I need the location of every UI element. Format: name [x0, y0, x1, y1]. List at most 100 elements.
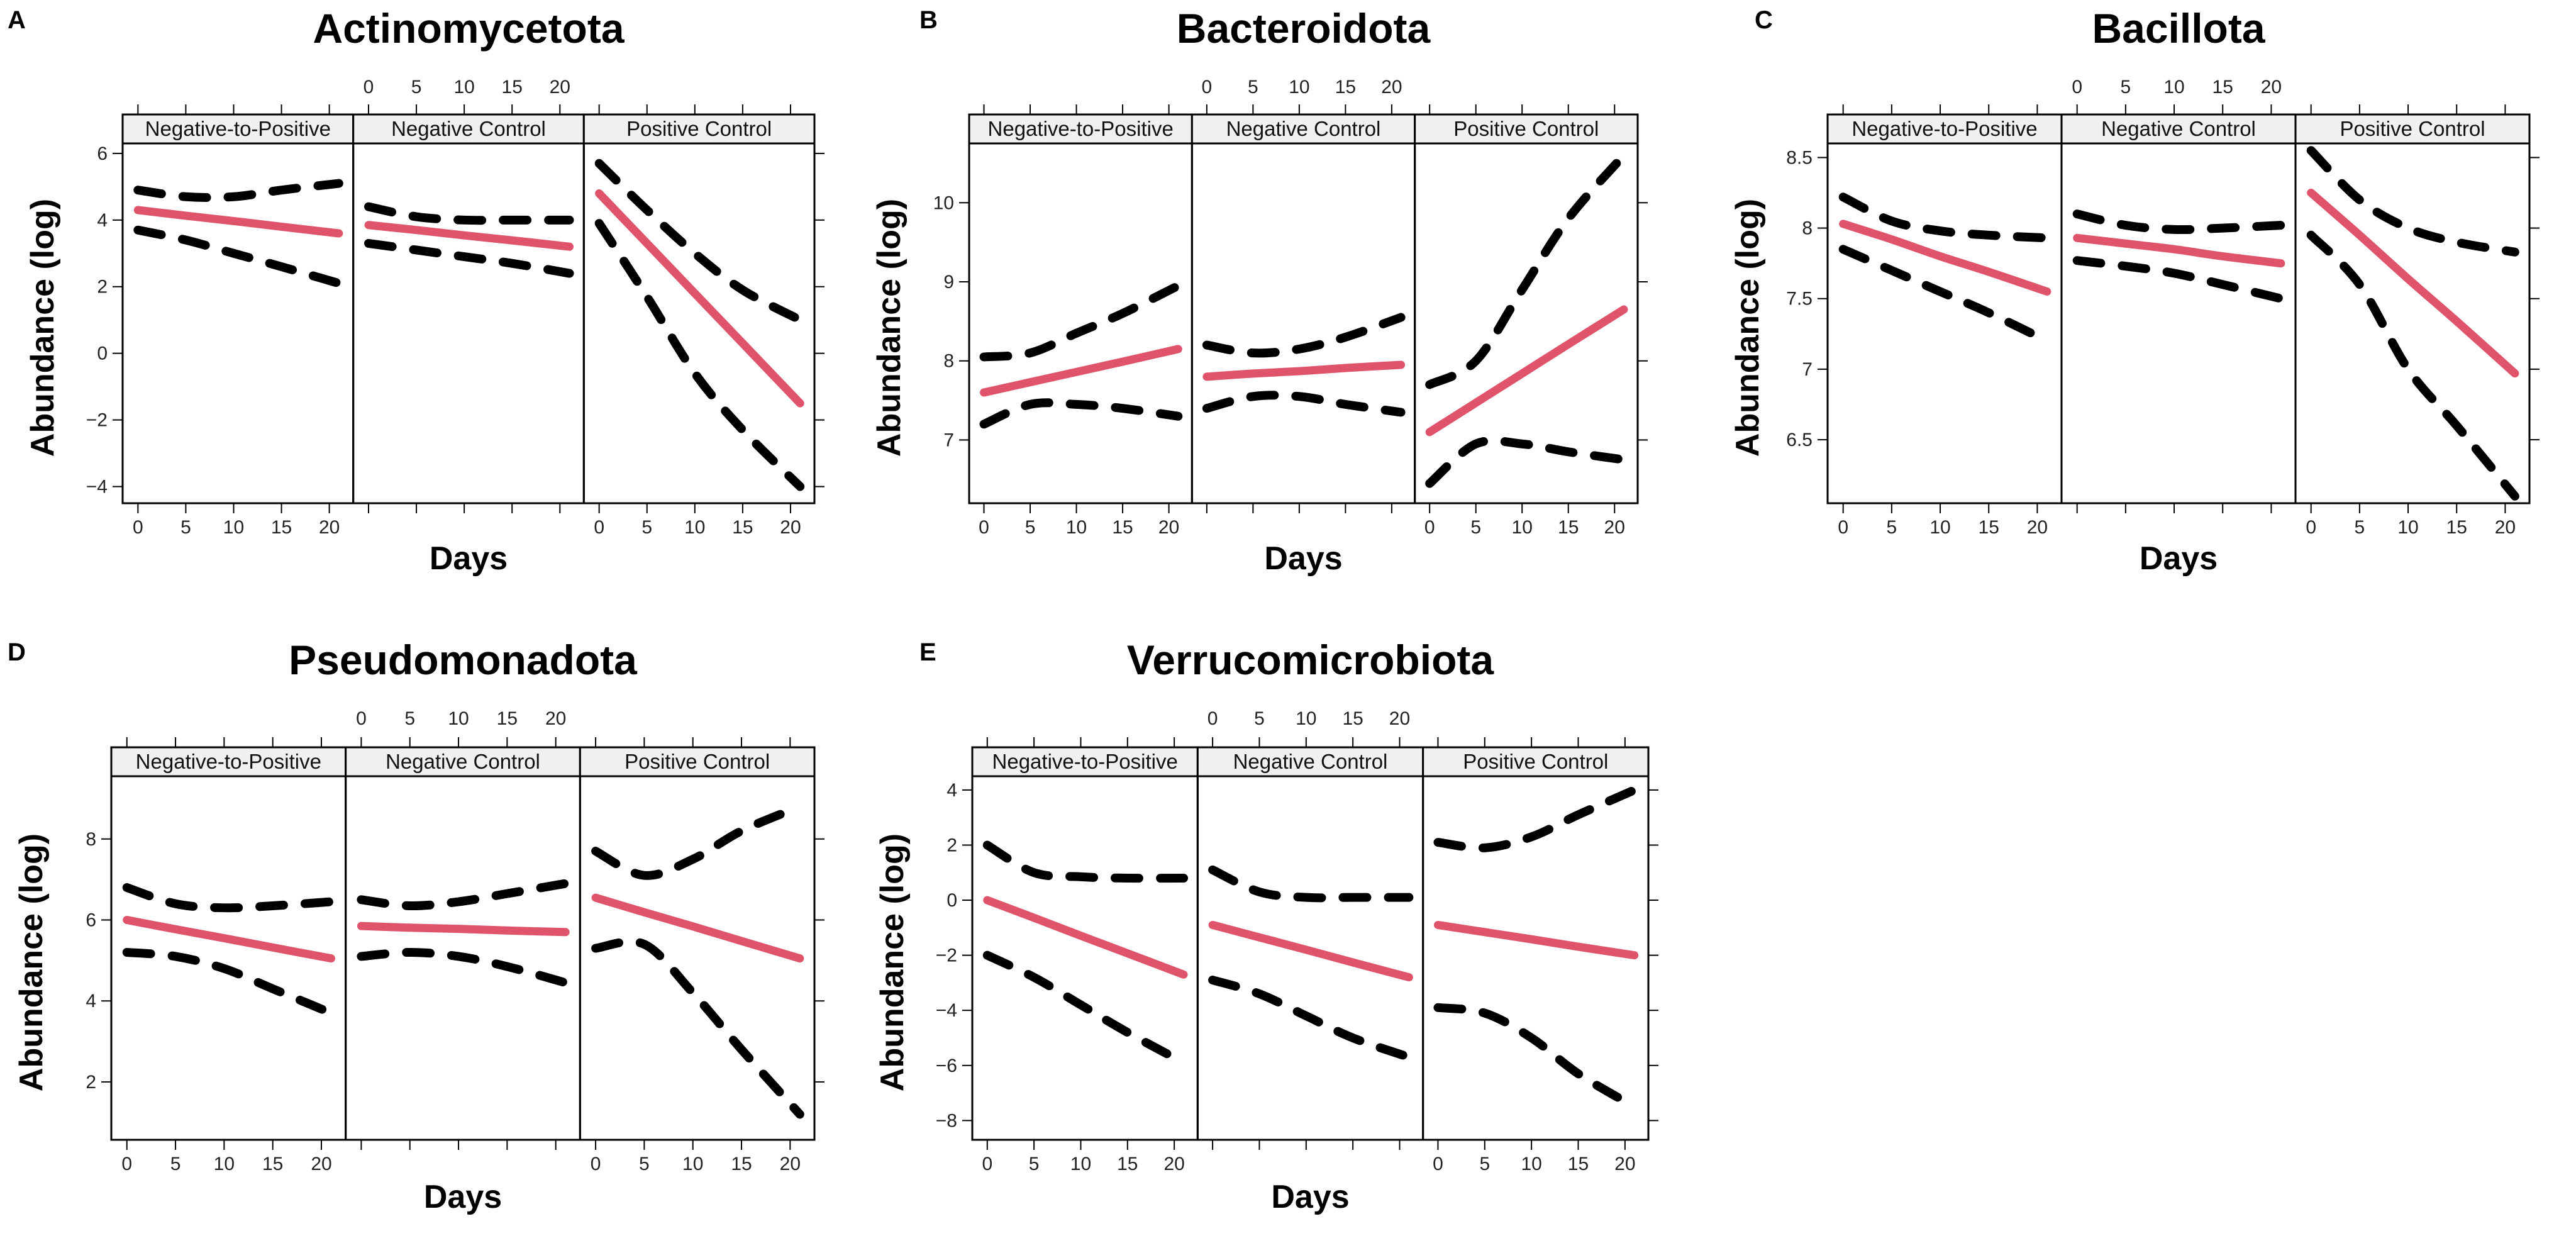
upper-ci-line	[1838, 192, 2051, 243]
y-tick-label: 0	[947, 890, 957, 911]
facet-negative-to-positive: Negative-to-Positive 0 5 10 15 20	[1826, 104, 2063, 538]
facet-frame	[1414, 142, 1639, 504]
x-tick-label: 0	[982, 1154, 992, 1174]
panel-title: Verrucomicrobiota	[1127, 637, 1494, 683]
panel-letter: B	[919, 6, 938, 34]
upper-ci-line	[1202, 313, 1406, 358]
y-tick-label: 2	[86, 1072, 96, 1093]
fit-line	[980, 345, 1182, 397]
strip-label: Positive Control	[625, 750, 770, 773]
panel-letter: A	[8, 6, 26, 34]
x-tick-label-top: 5	[1254, 708, 1265, 729]
x-tick-label-top: 0	[1202, 77, 1213, 98]
lower-ci-line	[122, 947, 336, 1018]
x-tick-label: 5	[1479, 1154, 1490, 1174]
x-tick-label: 20	[311, 1154, 331, 1174]
x-tick-label-top: 15	[1342, 708, 1363, 729]
x-tick-label: 15	[1112, 517, 1133, 538]
lower-ci-line	[1433, 1003, 1639, 1112]
y-tick-label: 7.5	[1786, 289, 1813, 309]
y-tick-label: −2	[936, 945, 957, 966]
strip-label: Negative Control	[391, 117, 546, 140]
upper-ci-line	[122, 883, 336, 913]
x-tick-label-top: 0	[356, 708, 367, 729]
y-tick-label: 2	[97, 277, 108, 298]
x-tick-label: 20	[1604, 517, 1625, 538]
lower-ci-line	[594, 219, 805, 491]
fit-line	[1433, 920, 1639, 960]
y-tick-label: −4	[86, 477, 108, 498]
y-axis-label: Abundance (log)	[13, 833, 50, 1091]
x-tick-label: 15	[1568, 1154, 1589, 1174]
y-tick-label: 4	[86, 991, 96, 1011]
panel-title: Pseudomonadota	[289, 637, 638, 683]
y-tick-label: 8	[86, 829, 96, 850]
strip	[345, 746, 581, 777]
facet-negative-to-positive: Negative-to-Positive 0 5 10 15 20	[110, 737, 347, 1174]
y-axis-label: Abundance (log)	[874, 833, 911, 1091]
x-tick-label: 15	[731, 1154, 752, 1174]
x-tick-label: 20	[1614, 1154, 1635, 1174]
x-tick-label: 5	[1470, 517, 1481, 538]
strip-label: Negative-to-Positive	[145, 117, 331, 140]
panel-title: Bacillota	[2092, 5, 2265, 52]
x-tick-label: 10	[2397, 517, 2418, 538]
x-tick-label-top: 5	[404, 708, 415, 729]
strip	[1414, 113, 1639, 145]
facet-negative-control: Negative Control 0 5 10 15 20	[345, 708, 581, 1150]
series-group	[364, 202, 574, 278]
fit-line	[123, 916, 335, 963]
x-tick-label: 20	[2495, 517, 2516, 538]
series-group	[122, 883, 336, 1018]
lower-ci-line	[1425, 436, 1628, 488]
fit-line	[1208, 920, 1413, 982]
strip	[1826, 113, 2063, 145]
y-axis-label: Abundance (log)	[1729, 199, 1766, 457]
x-tick-label: 20	[780, 517, 801, 538]
y-tick-label: 10	[933, 192, 954, 213]
panel-d: D Pseudomonadota Days Abundance (log) 2 4 6 8 Ne…	[8, 637, 824, 1215]
strip	[2294, 113, 2531, 145]
facet-frame	[971, 775, 1199, 1141]
panel-title: Actinomycetota	[313, 5, 625, 52]
facet-negative-to-positive: Negative-to-Positive 0 5 10 15 20	[968, 104, 1193, 538]
lower-ci-line	[982, 950, 1189, 1067]
panel-title: Bacteroidota	[1177, 5, 1431, 52]
y-tick-label: 4	[97, 210, 108, 231]
x-tick-label-top: 15	[1335, 77, 1356, 98]
x-tick-label-top: 0	[2072, 77, 2082, 98]
y-tick-label: 7	[1802, 359, 1813, 380]
x-tick-label: 5	[639, 1154, 650, 1174]
fit-line	[357, 922, 570, 937]
facet-frame	[2060, 142, 2297, 504]
lower-ci-line	[133, 225, 343, 288]
lower-ci-line	[591, 937, 804, 1119]
x-tick-label-top: 20	[2261, 77, 2282, 98]
x-tick-label-top: 10	[453, 77, 474, 98]
y-tick-label: 7	[943, 430, 954, 450]
upper-ci-line	[2072, 209, 2285, 234]
strip-label: Negative Control	[2101, 117, 2256, 140]
upper-ci-line	[1425, 150, 1628, 389]
x-axis-label: Days	[430, 540, 508, 577]
fit-line	[133, 206, 343, 238]
x-tick-label: 10	[682, 1154, 703, 1174]
panel-letter: D	[8, 638, 26, 666]
fit-line	[591, 893, 804, 963]
upper-ci-line	[1433, 785, 1639, 852]
x-tick-label: 15	[1117, 1154, 1138, 1174]
y-tick-label: 6	[97, 143, 108, 164]
x-tick-label: 15	[732, 517, 753, 538]
fit-line	[1839, 220, 2051, 296]
x-tick-label: 0	[1424, 517, 1435, 538]
upper-ci-line	[982, 840, 1189, 883]
x-tick-label: 5	[1029, 1154, 1040, 1174]
y-tick-label: 2	[947, 835, 957, 855]
facet-negative-to-positive: Negative-to-Positive 0 5 10 15 20	[971, 737, 1199, 1174]
upper-ci-line	[133, 179, 343, 203]
x-tick-label: 0	[1433, 1154, 1443, 1174]
y-tick-label: −4	[936, 1000, 957, 1021]
facet-frame	[2294, 142, 2531, 504]
facet-frame	[968, 142, 1193, 504]
